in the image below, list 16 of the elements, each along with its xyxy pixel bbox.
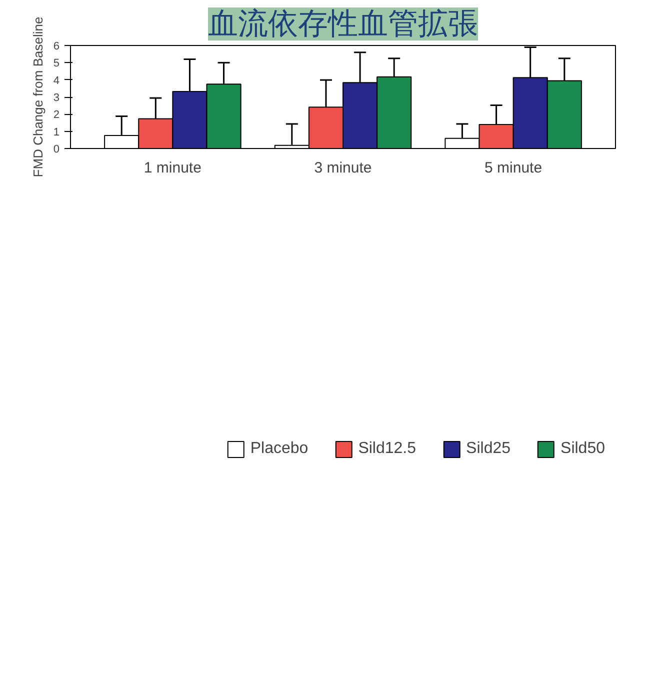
y-tick-label: 2 [53,109,60,122]
legend-label: Sild12.5 [358,440,416,458]
y-tick-label: 5 [53,58,60,70]
legend-label: Sild25 [466,440,511,458]
legend-label: Placebo [250,440,308,458]
x-tick-label: 3 minute [314,160,372,176]
chart-title: 血流依存性血管拡張 [208,8,478,40]
x-tick-label: 1 minute [144,160,202,176]
y-tick-label: 3 [53,92,60,104]
y-axis-title: FMD Change from Baseline [30,16,46,178]
y-tick-label: 4 [53,74,60,87]
x-tick-label: 5 minute [484,160,542,176]
y-tick-label: 6 [53,40,60,52]
legend-label: Sild50 [560,440,605,458]
y-tick-label: 1 [53,126,60,138]
y-tick-label: 0 [53,144,60,156]
